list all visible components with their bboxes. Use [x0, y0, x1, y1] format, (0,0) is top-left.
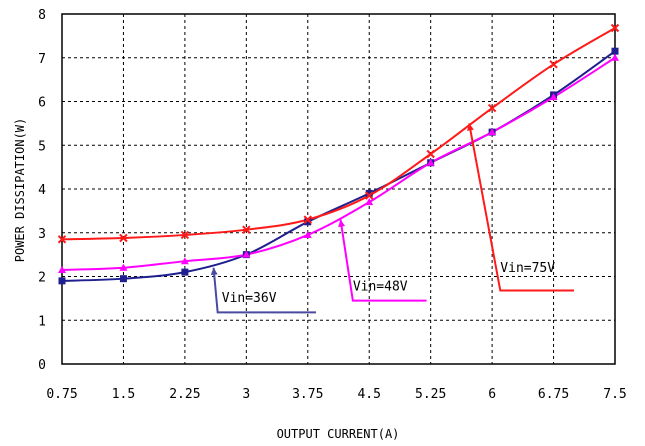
x-tick-label: 4.5	[357, 387, 380, 402]
y-tick-label: 5	[38, 139, 46, 154]
data-point-vin-36v	[181, 268, 189, 276]
data-point-vin-75v	[426, 149, 435, 159]
annotation-arrow-vin-48v	[338, 219, 346, 228]
data-point-vin-36v	[611, 47, 619, 55]
data-point-vin-75v	[487, 103, 497, 113]
y-axis-title: POWER DISSIPATION(W)	[13, 118, 27, 263]
y-tick-label: 4	[38, 183, 46, 198]
x-tick-label: 3	[242, 387, 250, 402]
data-point-vin-48v	[58, 265, 66, 273]
x-tick-label: 7.5	[603, 387, 626, 402]
annotations: Vin=36V Vin=48V Vin=75V	[210, 123, 575, 314]
data-point-vin-75v	[180, 230, 190, 240]
x-tick-label: 5.25	[415, 387, 446, 402]
y-tick-label: 7	[38, 52, 46, 67]
data-point-vin-48v	[549, 93, 558, 101]
data-point-vin-36v	[58, 277, 66, 285]
x-tick-label: 1.5	[112, 387, 135, 402]
x-tick-label: 3.75	[292, 387, 323, 402]
series-lines	[61, 27, 616, 282]
data-point-vin-48v	[119, 263, 128, 271]
x-tick-label: 6.75	[538, 387, 569, 402]
data-point-vin-75v	[303, 215, 312, 224]
series-line-vin-48v	[61, 56, 616, 271]
annotation-label-vin-48v: Vin=48V	[353, 280, 408, 295]
annotation-label-vin-75v: Vin=75V	[500, 261, 555, 276]
annotation-label-vin-36v: Vin=36V	[222, 291, 277, 306]
data-point-vin-75v	[57, 235, 67, 244]
x-tick-labels: 0.75 1.5 2.25 3 3.75 4.5 5.25 6 6.75 7.5	[46, 387, 626, 402]
y-tick-label: 0	[38, 358, 46, 373]
x-tick-label: 2.25	[169, 387, 200, 402]
data-point-vin-48v	[488, 128, 497, 136]
grid-lines	[62, 14, 615, 364]
x-tick-label: 0.75	[46, 387, 77, 402]
data-point-vin-48v	[303, 230, 312, 238]
data-point-vin-48v	[611, 53, 619, 61]
data-point-vin-75v	[610, 23, 620, 33]
series-line-vin-75v	[61, 27, 616, 241]
data-point-vin-48v	[426, 158, 435, 166]
annotation-leader-vin-75v	[468, 123, 575, 292]
plot-frame	[61, 13, 616, 365]
data-point-vin-36v	[365, 189, 373, 197]
data-point-vin-36v	[119, 275, 127, 283]
data-point-vin-48v	[180, 257, 189, 265]
data-point-vin-48v	[365, 198, 374, 206]
annotation-arrow-vin-75v	[467, 123, 474, 131]
data-point-vin-75v	[549, 60, 558, 69]
annotation-arrow-vin-36v	[210, 267, 218, 276]
y-tick-label: 1	[38, 314, 46, 329]
y-tick-label: 8	[38, 8, 46, 23]
data-point-vin-75v	[365, 191, 374, 200]
annotation-leader-vin-36v	[212, 267, 316, 314]
y-tick-labels: 0 1 2 3 4 5 6 7 8	[38, 8, 46, 373]
annotation-leader-vin-48v	[339, 219, 427, 302]
y-tick-label: 6	[38, 96, 46, 111]
series-line-vin-36v	[61, 50, 616, 282]
series-markers	[57, 23, 620, 285]
y-tick-label: 3	[38, 227, 46, 242]
data-point-vin-75v	[119, 233, 128, 243]
x-axis-title: OUTPUT CURRENT(A)	[277, 427, 400, 441]
y-tick-label: 2	[38, 271, 46, 286]
data-point-vin-36v	[304, 218, 312, 226]
data-point-vin-75v	[242, 225, 251, 234]
data-point-vin-48v	[242, 250, 251, 258]
x-tick-label: 6	[488, 387, 496, 402]
